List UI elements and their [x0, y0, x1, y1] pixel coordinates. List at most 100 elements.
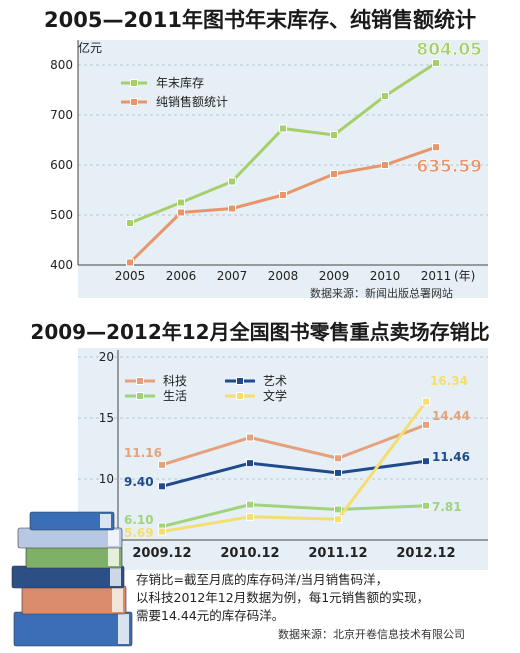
- data-label: 14.44: [432, 409, 470, 423]
- x-tick-label: 2009.12: [132, 546, 191, 561]
- y-tick-label: 600: [50, 158, 73, 172]
- data-point: [422, 457, 430, 466]
- value-annotation: 804.05: [416, 40, 482, 60]
- book-pages: [108, 548, 119, 566]
- book: [11, 565, 125, 589]
- x-tick-label: 2008: [268, 269, 299, 283]
- x-tick-label: 2010: [370, 269, 401, 283]
- data-label: 5.69: [124, 526, 154, 540]
- book: [21, 585, 127, 615]
- legend-marker: [136, 392, 144, 400]
- y-tick-label: 400: [50, 258, 73, 272]
- chart2-source: 数据来源：北京开卷信息技术有限公司: [278, 628, 465, 641]
- data-label: 7.81: [432, 500, 462, 514]
- note-line: 以科技2012年12月数据为例，每1元销售额的实现，: [136, 590, 430, 605]
- x-tick-label: 2007: [217, 269, 248, 283]
- data-point: [334, 515, 342, 524]
- data-label: 9.40: [124, 475, 154, 489]
- legend-marker: [236, 392, 244, 400]
- data-point: [126, 258, 134, 267]
- data-point: [432, 58, 440, 67]
- data-point: [158, 482, 166, 491]
- data-point: [279, 191, 287, 199]
- data-point: [228, 204, 236, 213]
- data-point: [334, 505, 342, 514]
- x-tick-label: 2011: [421, 269, 452, 283]
- legend-label: 文学: [263, 388, 287, 403]
- legend-label: 纯销售额统计: [156, 94, 228, 109]
- y-tick-label: 15: [99, 411, 114, 425]
- chart1-source: 数据来源：新闻出版总署网站: [310, 287, 453, 300]
- book: [25, 545, 123, 569]
- book-pages: [100, 514, 111, 528]
- data-label: 6.10: [124, 513, 154, 527]
- data-point: [279, 124, 287, 133]
- x-tick-label: 2012.12: [396, 546, 455, 561]
- data-point: [432, 143, 440, 152]
- data-point: [228, 177, 236, 186]
- data-point: [158, 460, 166, 469]
- legend-marker: [130, 98, 138, 106]
- data-point: [422, 501, 430, 510]
- y-tick-label: 10: [99, 472, 114, 486]
- legend-marker: [236, 377, 244, 385]
- value-annotation: 635.59: [416, 157, 482, 177]
- series-line-1: [161, 423, 427, 467]
- book-pages: [110, 568, 121, 586]
- data-point: [422, 420, 430, 429]
- note-line: 存销比=截至月底的库存码洋/当月销售码洋，: [136, 572, 389, 587]
- y-tick-label: 20: [99, 350, 114, 364]
- x-tick-label: 2011.12: [308, 546, 367, 561]
- data-point: [246, 500, 254, 509]
- x-tick-label: 2005: [115, 269, 146, 283]
- data-point: [246, 512, 254, 521]
- note-line: 需要14.44元的库存码洋。: [136, 608, 285, 623]
- series-line-4: [161, 400, 428, 534]
- chart2-plot-area: [78, 348, 488, 570]
- x-axis-unit: (年): [454, 269, 475, 283]
- chart2-note: 存销比=截至月底的库存码洋/当月销售码洋， 以科技2012年12月数据为例，每1…: [136, 571, 429, 625]
- y-axis-label: 亿元: [78, 40, 102, 55]
- x-tick-label: 2010.12: [220, 546, 279, 561]
- legend-label: 年末库存: [156, 75, 204, 90]
- data-point: [381, 161, 389, 169]
- legend-label: 科技: [163, 374, 187, 388]
- legend-marker: [130, 79, 138, 87]
- data-point: [177, 198, 185, 207]
- book-pages: [112, 588, 123, 612]
- y-tick-label: 500: [50, 208, 73, 222]
- book: [17, 527, 123, 549]
- data-point: [246, 459, 254, 468]
- x-tick-label: 2006: [166, 269, 197, 283]
- book: [13, 611, 133, 647]
- series-line-3: [161, 503, 427, 529]
- book-pages: [108, 530, 119, 546]
- data-point: [381, 92, 389, 100]
- data-label: 11.46: [432, 450, 470, 464]
- data-point: [334, 454, 342, 463]
- data-label: 16.34: [430, 374, 468, 388]
- data-point: [422, 397, 430, 406]
- legend-label: 艺术: [263, 374, 287, 388]
- data-point: [330, 131, 338, 139]
- data-point: [158, 527, 166, 536]
- series-line-2: [161, 459, 427, 488]
- data-point: [246, 433, 254, 442]
- data-point: [330, 170, 338, 178]
- y-tick-label: 700: [50, 108, 73, 122]
- legend-marker: [136, 377, 144, 385]
- x-tick-label: 2009: [319, 269, 350, 283]
- y-tick-label: 800: [50, 58, 73, 72]
- data-label: 11.16: [124, 446, 162, 460]
- book-pages: [118, 614, 129, 644]
- chart1-svg: 400 500 600 700 800 亿元 2005 2006 2007 2008 2009 201…: [50, 40, 488, 283]
- chart1-title: 2005—2011年图书年末库存、纯销售额统计: [44, 8, 476, 32]
- data-point: [334, 468, 342, 477]
- data-point: [126, 219, 134, 227]
- legend-label: 生活: [163, 389, 187, 403]
- data-point: [177, 208, 185, 217]
- book: [29, 511, 115, 531]
- chart2-title: 2009—2012年12月全国图书零售重点卖场存销比: [30, 320, 490, 344]
